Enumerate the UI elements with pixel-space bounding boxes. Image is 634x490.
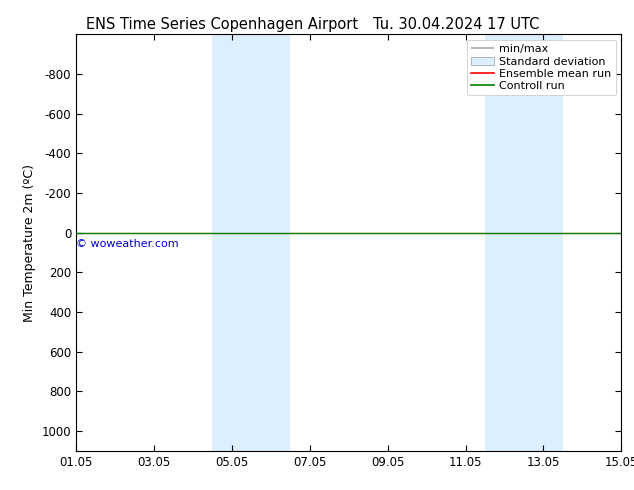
Bar [485,34,563,451]
Text: © woweather.com: © woweather.com [77,239,179,248]
Legend: min/max, Standard deviation, Ensemble mean run, Controll run: min/max, Standard deviation, Ensemble me… [467,40,616,96]
Text: ENS Time Series Copenhagen Airport: ENS Time Series Copenhagen Airport [86,17,358,32]
Y-axis label: Min Temperature 2m (ºC): Min Temperature 2m (ºC) [23,164,36,321]
Bar [212,34,290,451]
Text: Tu. 30.04.2024 17 UTC: Tu. 30.04.2024 17 UTC [373,17,540,32]
